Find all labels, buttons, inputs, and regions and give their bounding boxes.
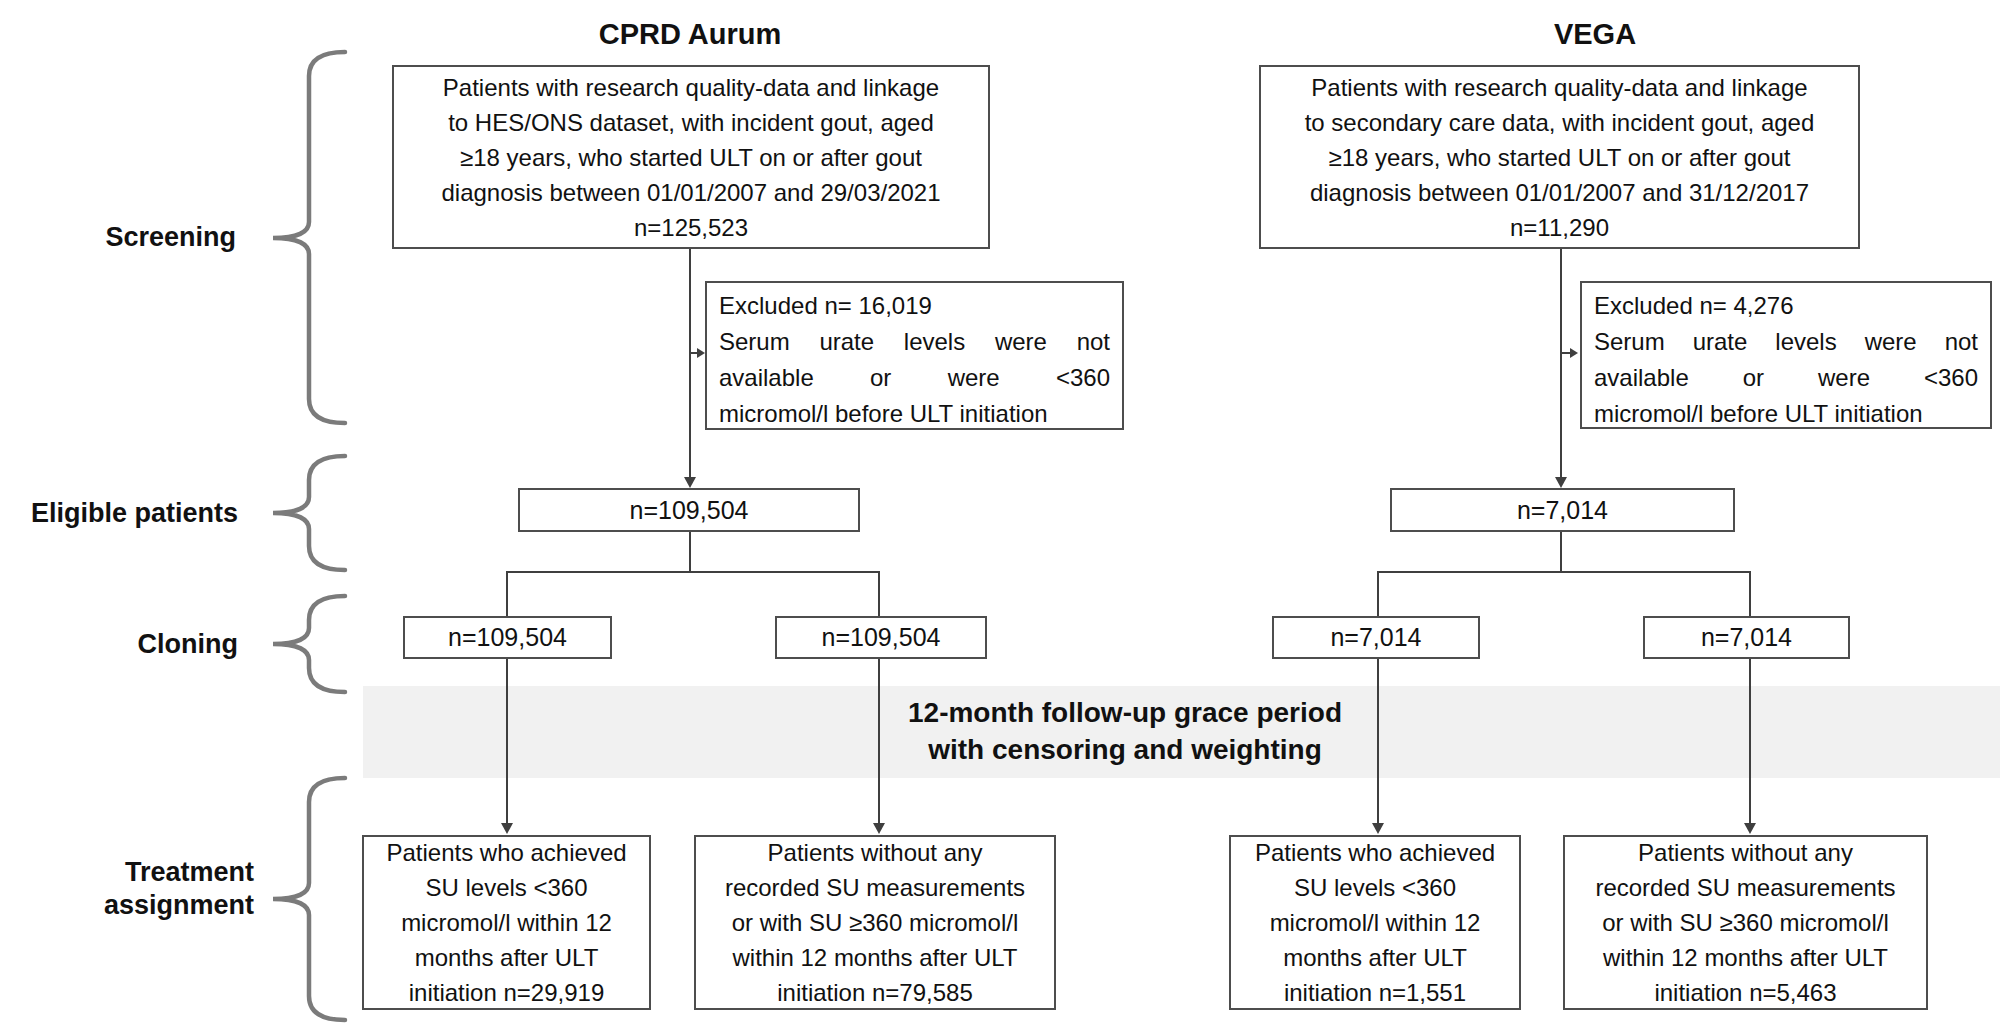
treatment-box-cprd-achieved: Patients who achieved SU levels <360 mic…	[362, 835, 651, 1010]
brace-cloning	[273, 596, 345, 692]
excluded-title: Excluded n= 4,276	[1594, 288, 1978, 324]
brace-screening	[273, 52, 345, 423]
excluded-line: micromol/l before ULT initiation	[1594, 396, 1978, 432]
arrowhead-treatment-left-vega	[1372, 823, 1384, 834]
excluded-box-cprd: Excluded n= 16,019 Serum urate levels we…	[705, 281, 1124, 430]
excluded-line: Serum urate levels were not	[1594, 324, 1978, 360]
clone-box-vega-left: n=7,014	[1272, 616, 1480, 659]
arrowhead-excluded-vega	[1570, 348, 1578, 358]
connector-clone-split-cprd	[507, 572, 879, 616]
column-header-cprd: CPRD Aurum	[390, 16, 990, 52]
clone-box-cprd-left: n=109,504	[403, 616, 612, 659]
treatment-box-vega-achieved: Patients who achieved SU levels <360 mic…	[1229, 835, 1521, 1010]
excluded-line: Serum urate levels were not	[719, 324, 1110, 360]
arrowhead-eligible-vega	[1555, 477, 1567, 488]
screening-box-vega: Patients with research quality-data and …	[1259, 65, 1860, 249]
treatment-box-cprd-without: Patients without any recorded SU measure…	[694, 835, 1056, 1010]
grace-period-text: 12-month follow-up grace period with cen…	[625, 694, 1625, 768]
brace-eligible	[273, 456, 345, 570]
arrowhead-treatment-right-vega	[1744, 823, 1756, 834]
screening-box-cprd: Patients with research quality-data and …	[392, 65, 990, 249]
excluded-line: micromol/l before ULT initiation	[719, 396, 1110, 432]
stage-label-eligible: Eligible patients	[0, 496, 238, 530]
arrowhead-eligible-cprd	[684, 477, 696, 488]
consort-flow-diagram: CPRD Aurum VEGA Screening Eligible patie…	[0, 0, 2000, 1033]
excluded-line: available or were <360	[719, 360, 1110, 396]
eligible-box-vega: n=7,014	[1390, 488, 1735, 532]
eligible-box-cprd: n=109,504	[518, 488, 860, 532]
stage-label-cloning: Cloning	[0, 627, 238, 661]
excluded-title: Excluded n= 16,019	[719, 288, 1110, 324]
column-header-vega: VEGA	[1295, 16, 1895, 52]
clone-box-cprd-right: n=109,504	[775, 616, 987, 659]
clone-box-vega-right: n=7,014	[1643, 616, 1850, 659]
excluded-line: available or were <360	[1594, 360, 1978, 396]
arrowhead-treatment-left-cprd	[501, 823, 513, 834]
stage-label-screening: Screening	[0, 220, 236, 254]
stage-label-treatment: Treatment assignment	[0, 856, 254, 922]
arrowhead-excluded-cprd	[697, 348, 705, 358]
excluded-box-vega: Excluded n= 4,276 Serum urate levels wer…	[1580, 281, 1992, 429]
brace-treatment	[273, 778, 345, 1020]
treatment-box-vega-without: Patients without any recorded SU measure…	[1563, 835, 1928, 1010]
stage-braces	[273, 52, 345, 1020]
connector-clone-split-vega	[1378, 572, 1750, 616]
arrowhead-treatment-right-cprd	[873, 823, 885, 834]
